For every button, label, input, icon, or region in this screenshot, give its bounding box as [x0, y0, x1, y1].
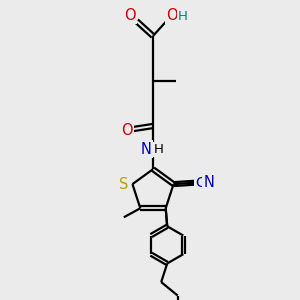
Text: O: O	[124, 8, 136, 23]
Text: O: O	[166, 8, 178, 23]
Text: N: N	[141, 142, 152, 157]
Text: S: S	[119, 177, 129, 192]
Text: O: O	[121, 123, 133, 138]
Text: N: N	[203, 175, 214, 190]
Text: C: C	[195, 176, 205, 190]
Text: H: H	[178, 10, 188, 23]
Text: H: H	[154, 142, 164, 156]
